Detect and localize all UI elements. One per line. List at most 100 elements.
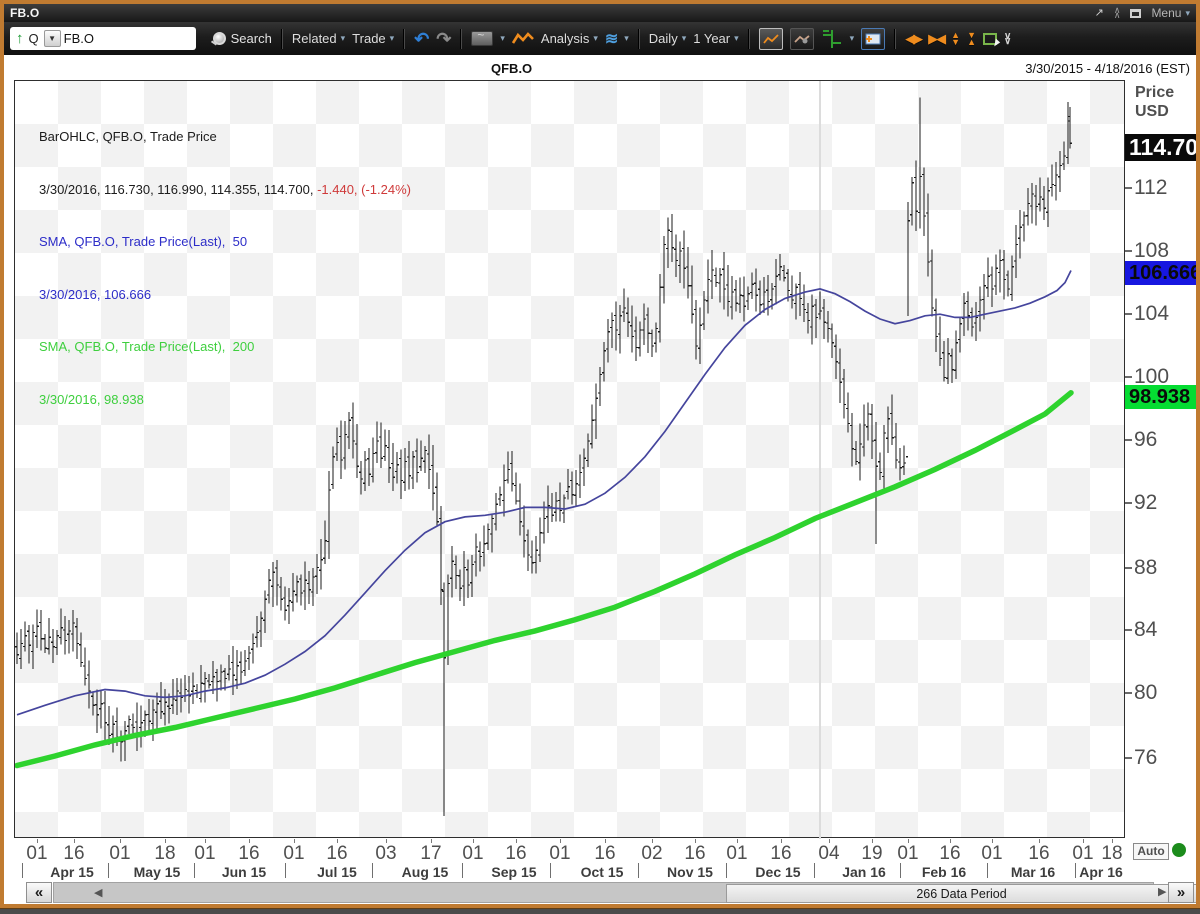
y-tick-mark	[1125, 692, 1132, 694]
undo-icon[interactable]: ↶	[414, 28, 430, 49]
range-label: 1 Year	[693, 31, 731, 46]
redo-icon[interactable]: ↷	[436, 28, 452, 49]
y-tick-label: 100	[1125, 365, 1196, 389]
range-menu[interactable]: 1 Year ▾	[693, 31, 738, 46]
x-tick-mark	[205, 839, 206, 843]
analysis-zigzag-icon	[511, 32, 534, 44]
legend-ohlc-change: -1.440, (-1.24%)	[317, 181, 411, 197]
expand-vertical-icon[interactable]: ▲ ▼	[951, 29, 961, 47]
scroll-left-arrow-icon[interactable]: ◀	[94, 887, 103, 899]
legend-sma200-name: SMA, QFB.O, Trade Price(Last), 200	[39, 339, 255, 354]
toolbar-separator	[403, 28, 406, 49]
chevron-down-icon: ▾	[681, 33, 687, 43]
x-tick-label: 19	[861, 843, 883, 864]
x-tick-mark	[1039, 839, 1040, 843]
quote-type-dropdown[interactable]: ▼	[43, 30, 61, 47]
y-tick-label: 76	[1125, 746, 1196, 770]
plot-area[interactable]: BarOHLC, QFB.O, Trade Price 3/30/2016, 1…	[14, 80, 1125, 839]
month-label: Apr 16	[1079, 864, 1123, 880]
x-tick-mark	[695, 839, 696, 843]
chart-type-button[interactable]	[758, 27, 783, 50]
status-green-dot	[1172, 843, 1186, 857]
interval-menu[interactable]: Daily ▾	[649, 31, 686, 46]
month-label: Apr 15	[50, 864, 94, 880]
y-tick-label: 88	[1125, 556, 1196, 580]
scroll-far-left-button[interactable]: «	[26, 882, 52, 903]
x-tick-mark	[560, 839, 561, 843]
popout-icon[interactable]: ↗	[1094, 7, 1104, 19]
window-title: FB.O	[10, 6, 40, 20]
chart-trade-button[interactable]	[789, 27, 814, 50]
price-level-icon[interactable]	[821, 29, 843, 49]
x-tick-mark	[605, 839, 606, 843]
y-tick-label: 112	[1125, 176, 1196, 200]
chart-plus-icon	[865, 33, 881, 44]
data-scrollbar: « ◀ 266 Data Period ▶ »	[4, 882, 1196, 904]
collapse-vertical-icon[interactable]: ▼ ▲	[967, 29, 977, 47]
chevron-down-icon[interactable]: ▾	[624, 33, 629, 43]
toolbar-separator	[460, 28, 463, 49]
legend-ohlc-name: BarOHLC, QFB.O, Trade Price	[39, 129, 217, 144]
x-tick-label: 03	[375, 843, 397, 864]
x-tick-label: 17	[420, 843, 442, 864]
y-tick-label: 104	[1125, 302, 1196, 326]
saved-charts-icon[interactable]	[471, 28, 494, 46]
chart-legend: BarOHLC, QFB.O, Trade Price 3/30/2016, 1…	[39, 93, 411, 443]
last-price-badge: 114.70	[1125, 134, 1196, 161]
month-label: Mar 16	[1010, 864, 1056, 880]
toolbar-separator	[747, 28, 750, 49]
x-tick-mark	[431, 839, 432, 843]
chevron-down-icon: ▾	[593, 33, 598, 43]
line-chart-icon	[762, 33, 779, 44]
plot-svg	[15, 81, 1074, 839]
month-separator	[372, 863, 373, 878]
month-separator	[726, 863, 727, 878]
x-tick-mark	[829, 839, 830, 843]
chevron-down-icon[interactable]: ▾	[500, 33, 505, 43]
x-tick-label: 16	[238, 843, 260, 864]
more-tools-chevron-icon[interactable]: ∨ ∨	[1004, 30, 1012, 47]
menu-button[interactable]: Menu ▾	[1151, 6, 1190, 20]
month-separator	[814, 863, 815, 878]
restore-window-icon[interactable]	[1130, 8, 1142, 18]
month-separator	[987, 863, 988, 878]
chevron-down-icon[interactable]: ▾	[849, 33, 855, 43]
x-tick-label: 16	[684, 843, 706, 864]
scroll-right-arrow-icon[interactable]: ▶	[1158, 886, 1167, 898]
symbol-input[interactable]	[63, 29, 194, 48]
related-menu[interactable]: Related ▾	[292, 31, 345, 46]
y-tick-mark	[1125, 376, 1132, 378]
symbol-entry: ↑ Q ▼	[10, 27, 196, 50]
x-tick-mark	[652, 839, 653, 843]
x-tick-mark	[37, 839, 38, 843]
x-tick-label: 02	[641, 843, 663, 864]
scrollbar-thumb[interactable]: 266 Data Period	[726, 884, 1196, 903]
x-tick-label: 16	[1028, 843, 1050, 864]
x-tick-label: 01	[194, 843, 216, 864]
chart-title: QFB.O	[491, 61, 533, 76]
zoom-select-icon[interactable]	[983, 32, 998, 45]
scrollbar-track[interactable]: ◀ 266 Data Period	[53, 882, 1196, 903]
price-axis-title-line1: Price	[1135, 84, 1175, 101]
title-bar: FB.O ↗ ∧ ∧ Menu ▾	[4, 4, 1196, 22]
scroll-far-right-button[interactable]: »	[1168, 882, 1194, 903]
trade-menu[interactable]: Trade ▾	[352, 31, 394, 46]
price-axis[interactable]: Price USD Auto 112 108 104 100 96 92 88 84 80 76 1…	[1125, 80, 1196, 860]
month-separator	[900, 863, 901, 878]
month-separator	[462, 863, 463, 878]
collapse-horizontal-icon[interactable]: ▶◀	[928, 30, 946, 46]
analysis-menu[interactable]: Analysis ▾	[541, 31, 598, 46]
search-button[interactable]: Search	[230, 31, 272, 46]
search-icon[interactable]	[211, 32, 226, 45]
auto-scale-button[interactable]: Auto	[1133, 843, 1169, 860]
month-separator	[194, 863, 195, 878]
x-tick-mark	[908, 839, 909, 843]
x-tick-label: 04	[818, 843, 840, 864]
y-tick-label: 96	[1125, 428, 1196, 452]
waves-overlay-icon[interactable]: ≋	[604, 30, 618, 48]
x-tick-label: 18	[154, 843, 176, 864]
expand-horizontal-icon[interactable]: ◀▶	[905, 30, 923, 46]
collapse-up-icon[interactable]: ∧ ∧	[1113, 5, 1121, 20]
add-chart-button[interactable]	[861, 27, 886, 50]
toolbar-separator	[637, 28, 640, 49]
